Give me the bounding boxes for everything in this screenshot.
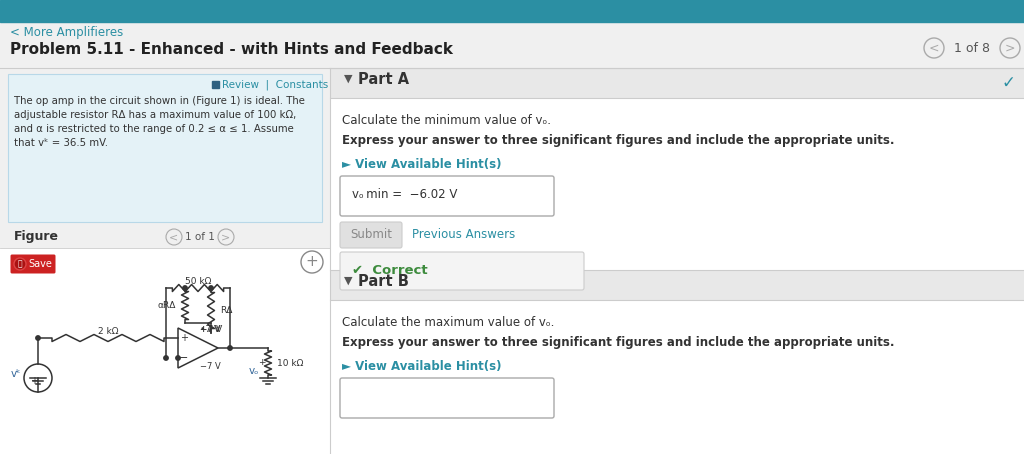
Text: ✓: ✓ bbox=[1001, 74, 1015, 92]
Text: Part A: Part A bbox=[358, 72, 410, 87]
Text: ► View Available Hint(s): ► View Available Hint(s) bbox=[342, 360, 502, 373]
Circle shape bbox=[209, 286, 213, 290]
Circle shape bbox=[164, 356, 168, 360]
Circle shape bbox=[176, 356, 180, 360]
Text: 1 of 8: 1 of 8 bbox=[954, 41, 990, 54]
Text: Calculate the minimum value of vₒ.: Calculate the minimum value of vₒ. bbox=[342, 114, 551, 127]
Circle shape bbox=[14, 258, 26, 270]
Text: ► View Available Hint(s): ► View Available Hint(s) bbox=[342, 158, 502, 171]
Text: < More Amplifieres: < More Amplifieres bbox=[10, 26, 123, 39]
Text: >: > bbox=[221, 232, 230, 242]
Text: −7 V: −7 V bbox=[200, 362, 221, 371]
Text: vₒ: vₒ bbox=[249, 366, 259, 376]
Circle shape bbox=[36, 336, 40, 340]
Text: that vᵏ = 36.5 mV.: that vᵏ = 36.5 mV. bbox=[14, 138, 108, 148]
Bar bbox=[330, 270, 1024, 300]
Text: +7 V: +7 V bbox=[200, 325, 222, 334]
Text: Previous Answers: Previous Answers bbox=[412, 228, 515, 242]
Text: Review  |  Constants: Review | Constants bbox=[222, 80, 329, 90]
Text: Part B: Part B bbox=[358, 274, 409, 289]
Circle shape bbox=[227, 346, 232, 350]
Text: 2 kΩ: 2 kΩ bbox=[97, 326, 118, 336]
FancyBboxPatch shape bbox=[10, 255, 55, 273]
Text: Figure: Figure bbox=[14, 230, 59, 243]
Bar bbox=[330, 68, 1024, 98]
Text: <: < bbox=[169, 232, 178, 242]
Text: >: > bbox=[1005, 41, 1015, 54]
Text: ✔  Correct: ✔ Correct bbox=[352, 264, 428, 277]
Circle shape bbox=[183, 286, 187, 290]
Text: Problem 5.11 - Enhanced - with Hints and Feedback: Problem 5.11 - Enhanced - with Hints and… bbox=[10, 42, 453, 57]
Text: <: < bbox=[929, 41, 939, 54]
Text: •7 V: •7 V bbox=[200, 325, 220, 334]
Text: RΔ: RΔ bbox=[220, 306, 232, 315]
Bar bbox=[330, 300, 1024, 454]
Bar bbox=[212, 81, 219, 88]
Text: Calculate the maximum value of vₒ.: Calculate the maximum value of vₒ. bbox=[342, 316, 554, 329]
Text: The op amp in the circuit shown in (Figure 1) is ideal. The: The op amp in the circuit shown in (Figu… bbox=[14, 96, 305, 106]
Text: Express your answer to three significant figures and include the appropriate uni: Express your answer to three significant… bbox=[342, 336, 895, 349]
Text: +: + bbox=[258, 358, 266, 367]
Text: ▼: ▼ bbox=[344, 276, 352, 286]
FancyBboxPatch shape bbox=[340, 378, 554, 418]
Bar bbox=[0, 0, 1024, 22]
FancyBboxPatch shape bbox=[340, 222, 402, 248]
Text: Ⓢ: Ⓢ bbox=[17, 260, 23, 268]
Text: +: + bbox=[180, 333, 188, 343]
FancyBboxPatch shape bbox=[340, 252, 584, 290]
Text: vᵏ: vᵏ bbox=[10, 369, 22, 379]
Bar bbox=[330, 98, 1024, 270]
Text: +: + bbox=[30, 376, 38, 386]
Text: and α is restricted to the range of 0.2 ≤ α ≤ 1. Assume: and α is restricted to the range of 0.2 … bbox=[14, 124, 294, 134]
Text: 50 kΩ: 50 kΩ bbox=[184, 276, 211, 286]
Text: adjustable resistor RΔ has a maximum value of 100 kΩ,: adjustable resistor RΔ has a maximum val… bbox=[14, 110, 296, 120]
Text: vₒ min =  −6.02 V: vₒ min = −6.02 V bbox=[352, 188, 458, 201]
Text: 1 of 1: 1 of 1 bbox=[185, 232, 215, 242]
Text: Express your answer to three significant figures and include the appropriate uni: Express your answer to three significant… bbox=[342, 134, 895, 147]
Text: Submit: Submit bbox=[350, 228, 392, 242]
Bar bbox=[0, 248, 330, 454]
Text: αRΔ: αRΔ bbox=[158, 301, 176, 310]
Text: ▼: ▼ bbox=[344, 74, 352, 84]
Text: Save: Save bbox=[28, 259, 52, 269]
Bar bbox=[8, 74, 322, 222]
FancyBboxPatch shape bbox=[340, 176, 554, 216]
Text: +: + bbox=[305, 255, 318, 270]
Text: 10 kΩ: 10 kΩ bbox=[278, 359, 303, 367]
Text: −: − bbox=[179, 353, 188, 363]
Text: +7 V: +7 V bbox=[200, 325, 220, 334]
